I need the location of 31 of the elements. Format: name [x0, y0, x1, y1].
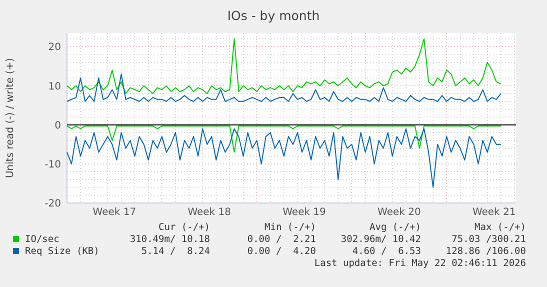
- x-tick-label: Week 21: [472, 207, 516, 218]
- text: Avg (-/+): [370, 222, 421, 233]
- line-series: [66, 38, 502, 94]
- text: 0.00 / 4.20: [247, 246, 316, 257]
- text: 75.03 /300.21: [452, 234, 526, 245]
- chart-title: IOs - by month: [227, 8, 320, 23]
- text: Max (-/+): [474, 222, 526, 233]
- text: Cur (-/+): [158, 222, 210, 233]
- text: 302.96m/ 10.42: [340, 234, 421, 245]
- text: 310.49m/ 10.18: [130, 234, 210, 245]
- y-axis-title: Units read (-) / write (+): [5, 58, 16, 178]
- text: Min (-/+): [264, 222, 316, 233]
- x-tick-label: Week 20: [378, 207, 421, 218]
- legend-label: Req Size (KB): [25, 246, 100, 257]
- x-tick-label: Week 19: [282, 207, 326, 218]
- text: 5.14 / 8.24: [141, 246, 210, 257]
- x-tick-label: Week 17: [92, 207, 136, 218]
- y-tick-label: -20: [44, 198, 61, 210]
- x-tick-label: Week 18: [188, 207, 232, 218]
- y-tick-label: 20: [48, 42, 61, 54]
- line-series: [66, 128, 502, 188]
- line-series: [66, 126, 502, 153]
- y-tick-label: 10: [48, 81, 61, 92]
- text: 128.86 /106.00: [446, 246, 526, 257]
- line-series: [66, 74, 502, 102]
- y-tick-label: -10: [44, 159, 61, 170]
- y-tick-label: 0: [54, 120, 61, 132]
- text: 4.60 / 6.53: [352, 246, 421, 257]
- text: 0.00 / 2.21: [247, 234, 316, 245]
- text: Last update: Fri May 22 02:46:11 2026: [314, 258, 526, 269]
- legend-label: IO/sec: [25, 234, 60, 245]
